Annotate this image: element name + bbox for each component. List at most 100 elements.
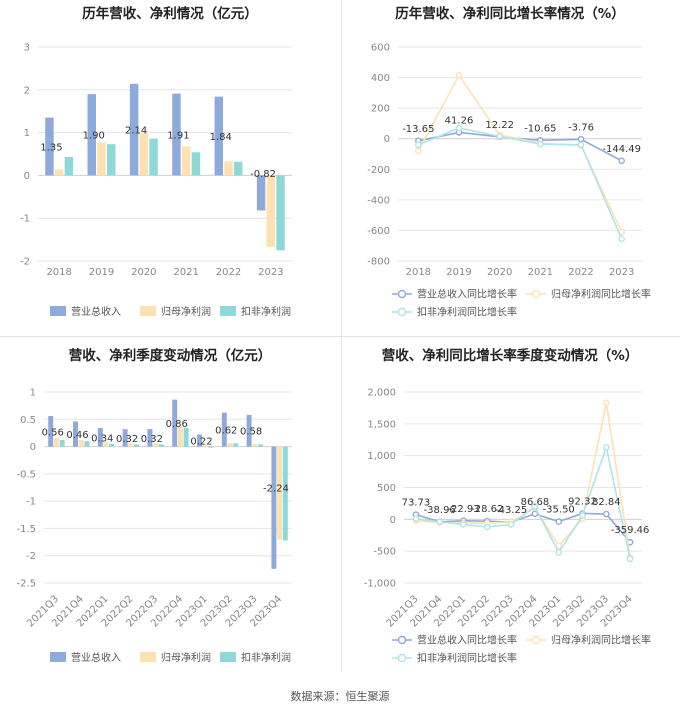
bar-revenue (197, 434, 202, 447)
bar-net-profit (103, 442, 109, 447)
legend-label: 归母净利润同比增长率 (551, 634, 651, 647)
y-tick-label: -2 (20, 257, 30, 268)
series-point (415, 147, 422, 155)
bar-net-profit (177, 426, 183, 447)
series-point (412, 515, 420, 522)
series-point (555, 518, 563, 525)
series-point (603, 399, 610, 407)
bar-revenue (122, 429, 128, 447)
legend-label: 营业总收入 (71, 305, 121, 318)
series-line-net-profit (417, 73, 623, 233)
legend-marker (397, 307, 407, 317)
bar-revenue (172, 93, 181, 176)
line-data-label: 41.26 (445, 115, 474, 126)
legend-marker (531, 289, 541, 299)
legend-label: 扣非净利润 (241, 651, 291, 664)
legend-label: 归母净利润同比增长率 (551, 288, 651, 301)
bar-deducted-profit (64, 156, 74, 176)
x-tick-label: 2021 (173, 267, 198, 278)
bar-deducted-profit (107, 144, 116, 176)
bar-data-label: 0.22 (190, 437, 212, 448)
series-point (483, 523, 491, 531)
line-data-label: -38.96 (424, 505, 456, 516)
series-point (415, 141, 422, 149)
y-tick-label: 1,000 (367, 451, 396, 462)
y-tick-label: 1 (30, 388, 36, 399)
bar-net-profit (202, 445, 208, 447)
legend-swatch (50, 652, 66, 662)
bar-net-profit (53, 437, 59, 447)
x-tick-label: 2019 (446, 267, 471, 278)
bar-data-label: 1.91 (167, 131, 189, 142)
y-tick-label: -1 (26, 497, 36, 508)
series-point (460, 521, 467, 528)
series-line-deducted-profit (415, 444, 631, 559)
bar-revenue (48, 416, 54, 447)
bar-data-label: 0.32 (141, 434, 163, 445)
series-line-revenue (418, 131, 623, 162)
line-data-label: -144.49 (602, 144, 641, 155)
series-line-net-profit (415, 402, 631, 558)
legend-swatch (140, 306, 156, 316)
bar-revenue (246, 414, 252, 447)
bar-data-label: -2.24 (263, 484, 289, 495)
x-tick-label: 2018 (406, 267, 431, 278)
series-point (455, 71, 463, 79)
x-tick-label: 2022 (216, 267, 241, 278)
bar-net-profit (54, 169, 64, 176)
bar-data-label: 0.46 (66, 430, 88, 441)
y-tick-label: -800 (367, 257, 390, 268)
bar-deducted-profit (234, 161, 243, 176)
y-tick-label: -1.5 (16, 524, 36, 535)
bar-revenue (87, 94, 96, 176)
legend-swatch (50, 306, 66, 316)
series-point (603, 510, 610, 518)
y-tick-label: 0 (24, 171, 30, 182)
bar-data-label: 0.32 (116, 434, 138, 445)
y-tick-label: -600 (367, 226, 390, 237)
legend-swatch (220, 652, 236, 662)
bar-deducted-profit (208, 446, 214, 448)
y-tick-label: 1 (24, 128, 30, 139)
bar-deducted-profit (59, 440, 65, 447)
series-point (577, 141, 585, 149)
y-tick-label: 500 (377, 483, 396, 494)
x-tick-label: 2023 (258, 267, 283, 278)
bar-revenue (97, 428, 103, 447)
bar-net-profit (128, 443, 134, 447)
y-tick-label: -2.5 (16, 579, 36, 590)
y-tick-label: -1 (20, 214, 30, 225)
bar-net-profit (266, 175, 276, 247)
bar-revenue (271, 446, 277, 569)
bar-data-label: 1.35 (40, 143, 62, 154)
bar-data-label: 1.90 (83, 131, 105, 142)
series-point (496, 133, 503, 140)
line-data-label: -359.46 (611, 525, 650, 536)
line-data-label: -3.76 (568, 122, 594, 133)
series-line-revenue (415, 512, 631, 543)
bar-deducted-profit (282, 446, 288, 541)
series-line-deducted-profit (418, 127, 623, 240)
bar-revenue (147, 429, 153, 447)
legend-marker (531, 635, 541, 645)
series-point (436, 518, 444, 526)
series-point (579, 512, 586, 519)
line-data-label: -43.25 (495, 505, 527, 516)
x-tick-label: 2022 (568, 267, 593, 278)
bar-net-profit (227, 442, 233, 447)
bar-data-label: 1.84 (210, 132, 232, 143)
bar-deducted-profit (276, 175, 285, 251)
y-tick-label: -2 (26, 551, 36, 562)
y-tick-label: 600 (371, 43, 390, 54)
x-tick-label: 2020 (487, 267, 512, 278)
series-point (555, 549, 563, 556)
series-point (531, 503, 539, 510)
y-tick-label: -0.5 (16, 469, 36, 480)
bar-data-label: 0.86 (166, 419, 188, 430)
x-tick-label: 2018 (46, 267, 71, 278)
bar-net-profit (224, 161, 233, 176)
bar-data-label: 2.14 (125, 126, 147, 137)
bar-data-label: -0.82 (250, 169, 276, 180)
bar-data-label: 0.58 (240, 427, 262, 438)
y-tick-label: -200 (367, 165, 390, 176)
